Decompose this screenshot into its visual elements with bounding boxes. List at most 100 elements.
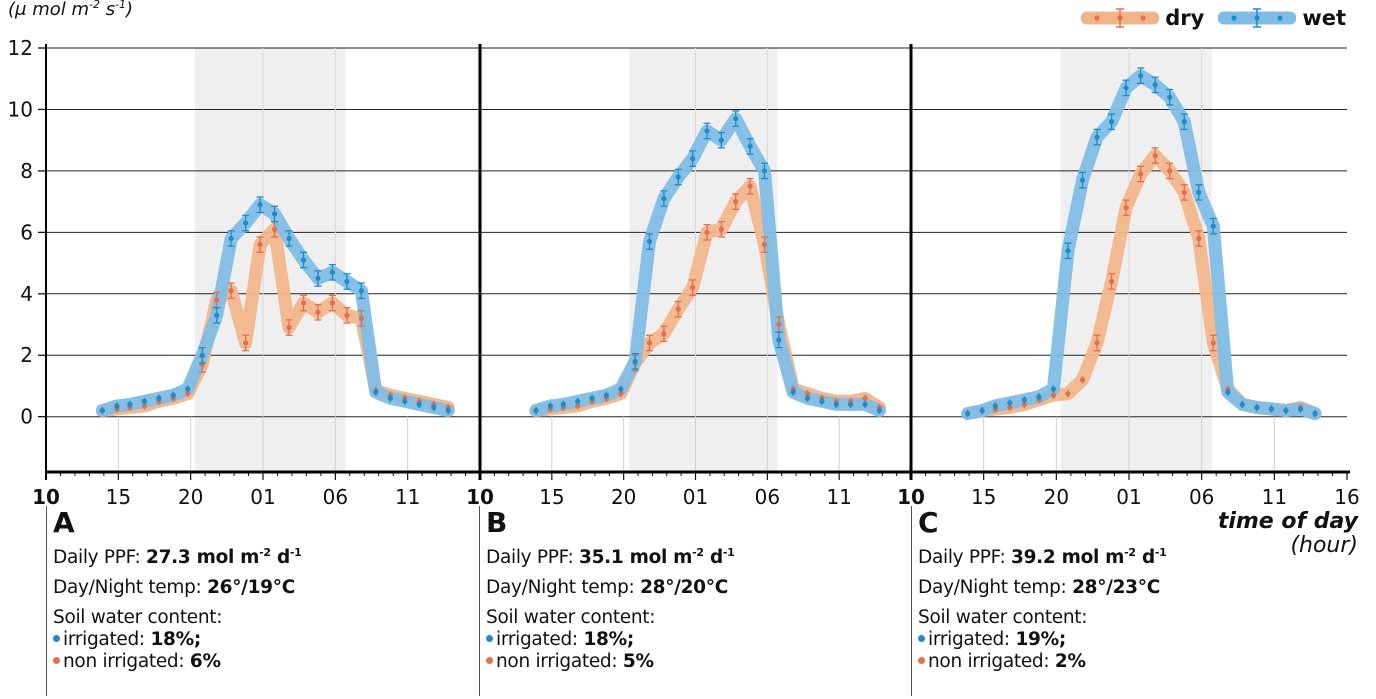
x-tick-label: 06 [1189, 485, 1214, 509]
data-point-wet [127, 401, 133, 408]
data-point-dry [228, 288, 234, 294]
data-point-dry [243, 340, 249, 346]
data-point-wet [862, 401, 868, 408]
panel-b: 10 15 20 01 06 11 [466, 44, 911, 509]
data-point-wet [1065, 248, 1071, 254]
non-irrigated-row: non irrigated: 6% [53, 651, 302, 673]
legend-item-dry: dry [1081, 6, 1204, 30]
x-tick-label: 10 [897, 485, 925, 509]
y-tick-label: 12 [8, 36, 33, 60]
day-night-temp: Day/Night temp: 28°/23°C [918, 577, 1160, 599]
night-shade [1060, 48, 1212, 472]
non-irrigated-row: non irrigated: 5% [486, 651, 735, 673]
data-point-dry [646, 340, 653, 346]
legend-label-wet: wet [1302, 6, 1346, 30]
y-tick-label: 8 [20, 159, 33, 183]
data-point-wet [344, 278, 350, 285]
data-point-wet [690, 156, 696, 162]
data-point-wet [300, 257, 307, 263]
x-tick-label: 11 [826, 485, 851, 509]
x-tick-label: 20 [178, 485, 203, 509]
non-irrigated-dot-icon [53, 656, 60, 664]
data-point-dry [1065, 391, 1071, 397]
data-point-wet [733, 116, 739, 122]
x-tick-label: 01 [250, 485, 275, 509]
x-tick-label: 15 [971, 485, 996, 509]
soil-water-label: Soil water content: [918, 607, 1088, 629]
data-point-wet [1123, 85, 1129, 91]
data-point-wet [1138, 73, 1144, 79]
data-point-wet [271, 211, 278, 217]
night-shade [195, 48, 346, 472]
data-point-wet [170, 392, 176, 398]
irrigated-dot-icon [53, 634, 60, 642]
daily-ppf: Daily PPF: 27.3 mol m-2 d-1 [53, 546, 302, 569]
irrigated-row: irrigated: 19%; [918, 629, 1167, 651]
data-point-wet [575, 398, 581, 404]
data-point-wet [661, 195, 667, 202]
x-axis-title-main: time of day [1217, 509, 1358, 534]
x-tick-label: 06 [755, 485, 780, 509]
data-point-wet [243, 220, 249, 226]
data-point-wet [402, 398, 408, 404]
x-axis-title: time of day (hour) [1218, 510, 1358, 558]
legend-item-wet: wet [1218, 6, 1346, 30]
data-point-wet [1021, 397, 1027, 403]
data-point-dry [747, 183, 753, 189]
panel-info-b: B Daily PPF: 35.1 mol m-2 d-1 Day/Night … [479, 506, 735, 696]
data-point-dry [1152, 152, 1158, 159]
data-point-wet [589, 395, 595, 401]
y-tick-label: 2 [20, 343, 33, 367]
data-point-wet [185, 386, 191, 392]
data-point-dry [344, 312, 350, 318]
legend-swatch-wet [1218, 8, 1297, 28]
data-point-wet [199, 352, 205, 358]
data-point-dry [214, 297, 220, 303]
data-point-wet [675, 174, 681, 180]
data-point-dry [257, 242, 263, 248]
day-night-temp: Day/Night temp: 28°/20°C [486, 577, 728, 599]
data-point-dry [329, 300, 336, 306]
data-point-dry [141, 403, 147, 409]
data-point-dry [300, 300, 307, 306]
data-point-dry [1196, 235, 1202, 242]
irrigated-row: irrigated: 18%; [53, 629, 302, 651]
data-point-wet [1094, 134, 1100, 140]
soil-water-label: Soil water content: [53, 607, 223, 629]
legend: dry wet [1081, 6, 1346, 30]
data-point-wet [156, 395, 162, 401]
data-point-wet [114, 403, 120, 409]
data-point-wet [1079, 177, 1086, 183]
x-tick-label: 20 [1044, 485, 1069, 509]
data-point-dry [1050, 392, 1057, 398]
irrigated-row: irrigated: 18%; [486, 629, 735, 651]
data-point-dry [1138, 171, 1144, 177]
data-point-wet [1312, 411, 1318, 417]
data-point-wet [315, 275, 321, 282]
panel-letter: A [53, 506, 75, 539]
data-point-wet [833, 401, 839, 408]
x-tick-label: 01 [1116, 485, 1141, 509]
data-point-wet [761, 168, 768, 174]
data-point-wet [632, 358, 638, 364]
irrigated-dot-icon [486, 634, 493, 642]
panel-letter: B [486, 506, 508, 539]
data-point-dry [718, 226, 724, 232]
data-point-dry [704, 229, 710, 235]
non-irrigated-dot-icon [486, 656, 493, 664]
data-point-wet [214, 312, 220, 318]
data-point-wet [819, 398, 825, 404]
data-point-wet [876, 407, 882, 414]
data-point-wet [1108, 119, 1115, 125]
data-point-wet [257, 202, 263, 208]
data-point-wet [560, 401, 566, 408]
x-tick-label: 01 [683, 485, 708, 509]
data-point-dry [271, 226, 278, 232]
data-point-dry [1123, 205, 1129, 211]
data-point-wet [141, 398, 147, 404]
y-tick-label: 6 [20, 220, 33, 244]
data-point-wet [547, 403, 553, 409]
data-point-wet [646, 238, 653, 245]
x-tick-label: 06 [323, 485, 348, 509]
